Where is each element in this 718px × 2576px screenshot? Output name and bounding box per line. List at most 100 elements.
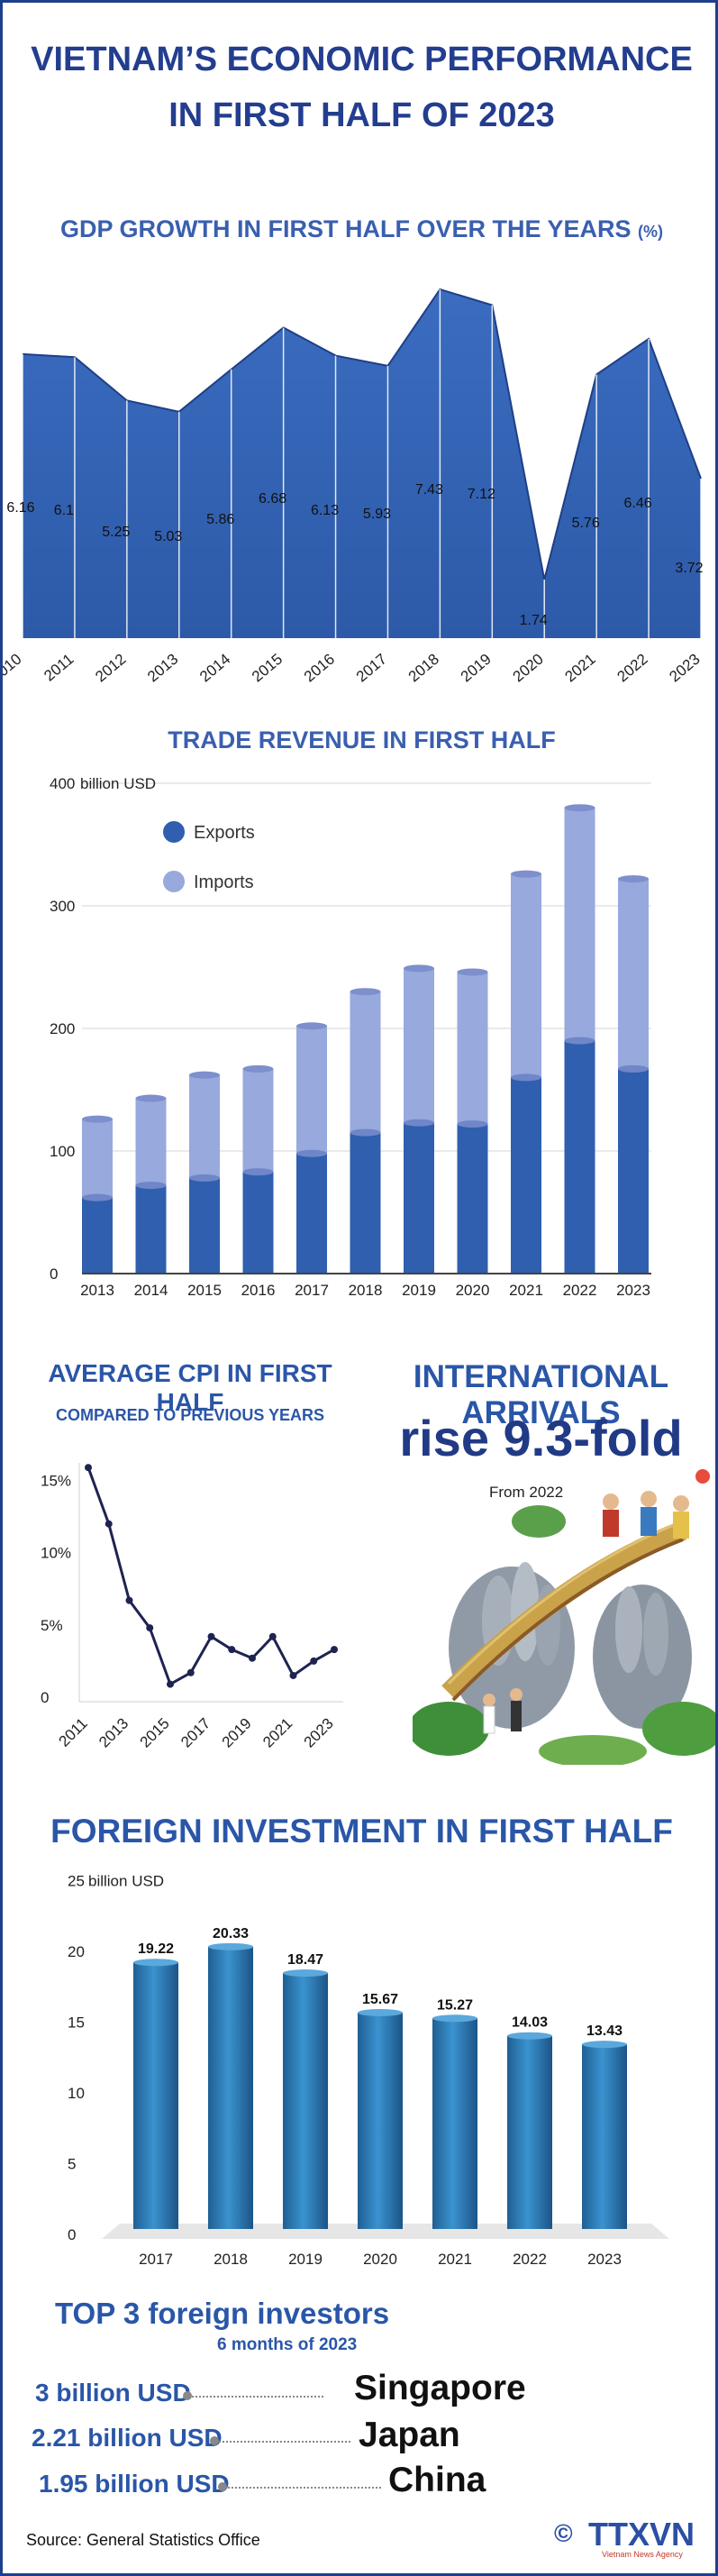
- cpi-point: [167, 1680, 174, 1688]
- trade-bar-cap: [564, 804, 595, 812]
- cpi-point: [331, 1646, 338, 1654]
- gdp-data-label: 5.93: [363, 507, 391, 522]
- gdp-x-tick: 2021: [562, 651, 599, 686]
- fdi-data-label: 20.33: [213, 1926, 249, 1941]
- cpi-point: [249, 1654, 256, 1662]
- source-note: Source: General Statistics Office: [26, 2531, 260, 2549]
- fdi-bar-cap: [283, 1969, 328, 1978]
- gdp-data-label: 1.74: [520, 613, 548, 628]
- gdp-data-label: 5.86: [206, 512, 234, 527]
- cpi-x-tick: 2023: [301, 1714, 337, 1750]
- gdp-data-label: 6.1: [54, 503, 74, 518]
- trade-x-tick: 2020: [456, 1282, 490, 1299]
- trade-bar-exports: [350, 1132, 381, 1274]
- cpi-x-tick: 2011: [56, 1714, 91, 1749]
- fdi-bar: [208, 1946, 253, 2229]
- tourist-1-body: [603, 1510, 619, 1537]
- investor-2-country: Japan: [359, 2416, 460, 2454]
- cpi-y-tick: 5%: [41, 1617, 63, 1634]
- gdp-unit: (%): [638, 223, 664, 241]
- tourist-2-head: [641, 1491, 657, 1507]
- fdi-bar: [507, 2035, 552, 2229]
- cpi-point: [310, 1657, 318, 1665]
- cpi-point: [289, 1671, 297, 1679]
- page-title-line2: IN FIRST HALF OF 2023: [168, 96, 555, 134]
- fdi-section-title: FOREIGN INVESTMENT IN FIRST HALF: [50, 1813, 673, 1850]
- fdi-x-tick: 2021: [438, 2251, 472, 2268]
- stone-finger-5: [643, 1593, 668, 1676]
- trade-bar-exports: [404, 1122, 434, 1274]
- trade-bar-imports: [82, 1119, 113, 1198]
- investor-1-country: Singapore: [354, 2369, 526, 2407]
- trade-y-tick: 0: [50, 1265, 58, 1283]
- trade-bar-exports: [457, 1124, 488, 1274]
- trade-x-tick: 2019: [402, 1282, 436, 1299]
- fdi-x-tick: 2023: [587, 2251, 622, 2268]
- cpi-point: [125, 1596, 133, 1604]
- trade-y-tick: 100: [50, 1143, 75, 1160]
- investor-3-leader: [223, 2487, 381, 2489]
- trade-bar-divider: [404, 1119, 434, 1127]
- fdi-y-tick: 0: [68, 2226, 76, 2243]
- cpi-y-tick: 15%: [41, 1473, 71, 1490]
- trade-bar-cap: [242, 1064, 274, 1073]
- investor-1-leader: [188, 2396, 323, 2398]
- trade-bar-cap: [135, 1094, 167, 1102]
- cpi-x-tick: 2013: [95, 1714, 132, 1750]
- cpi-point: [228, 1646, 236, 1654]
- fdi-x-tick: 2020: [363, 2251, 397, 2268]
- trade-bar-imports: [135, 1098, 167, 1186]
- trade-x-tick: 2018: [349, 1282, 383, 1299]
- fdi-bar-cap: [432, 2014, 477, 2023]
- cpi-y-tick: 0: [41, 1689, 49, 1706]
- fdi-x-tick: 2017: [139, 2251, 173, 2268]
- cpi-line-chart: 0 5% 10% 15% 2011 2013 2015 2017 2019 2021 2023: [41, 1463, 343, 1751]
- trade-bar-imports: [457, 972, 488, 1125]
- gdp-data-label: 5.03: [154, 529, 182, 544]
- trade-bar-cap: [457, 968, 488, 976]
- cpi-y-tick: 10%: [41, 1545, 71, 1562]
- gdp-x-tick: 2018: [405, 651, 442, 686]
- trade-bar-imports: [350, 991, 381, 1133]
- arrivals-title: INTERNATIONAL ARRIVALS: [413, 1359, 669, 1430]
- golden-bridge-illustration: [413, 1469, 715, 1765]
- trade-bar-exports: [82, 1197, 113, 1274]
- trade-x-tick: 2015: [187, 1282, 222, 1299]
- tourist-5-head: [510, 1688, 523, 1701]
- trade-bar-divider: [189, 1174, 220, 1182]
- cpi-point: [85, 1464, 92, 1472]
- trade-unit-label: billion USD: [80, 775, 156, 792]
- fdi-bar: [283, 1973, 328, 2229]
- trade-bar-exports: [511, 1077, 541, 1274]
- gdp-data-label: 6.13: [311, 503, 339, 518]
- investor-2-leader: [215, 2441, 350, 2443]
- fdi-bar-cap: [582, 2041, 627, 2049]
- ttxvn-logo: TTXVN: [588, 2516, 695, 2553]
- location-pin-icon: [695, 1469, 710, 1484]
- trade-bar-imports: [511, 873, 541, 1078]
- gdp-data-label: 6.16: [6, 500, 34, 516]
- trade-bar-cap: [82, 1115, 113, 1123]
- gdp-title-text: GDP GROWTH IN FIRST HALF OVER THE YEARS: [59, 215, 632, 242]
- investor-1-amount: 3 billion USD: [35, 2379, 191, 2407]
- top3-subtitle: 6 months of 2023: [217, 2335, 358, 2354]
- gdp-x-tick: 2016: [301, 651, 338, 686]
- gdp-data-label: 5.25: [102, 525, 130, 540]
- cpi-x-tick: 2017: [177, 1714, 214, 1750]
- trade-bar-imports: [618, 879, 649, 1069]
- arrivals-big-text: rise 9.3-fold: [399, 1410, 683, 1466]
- tourist-1-head: [603, 1494, 619, 1510]
- foliage-bottom: [539, 1735, 647, 1765]
- trade-y-tick: 200: [50, 1020, 75, 1037]
- gdp-x-tick: 2013: [144, 651, 181, 686]
- cpi-point: [105, 1520, 113, 1528]
- fdi-y-tick: 5: [68, 2156, 76, 2173]
- cpi-point: [146, 1624, 154, 1632]
- gdp-x-tick: 2011: [41, 651, 77, 685]
- trade-bar-exports: [296, 1153, 327, 1274]
- gdp-data-label: 7.12: [468, 487, 495, 502]
- gdp-data-label: 6.68: [259, 491, 286, 507]
- top3-title: TOP 3 foreign investors: [55, 2297, 390, 2330]
- fdi-y-tick: 20: [68, 1943, 85, 1960]
